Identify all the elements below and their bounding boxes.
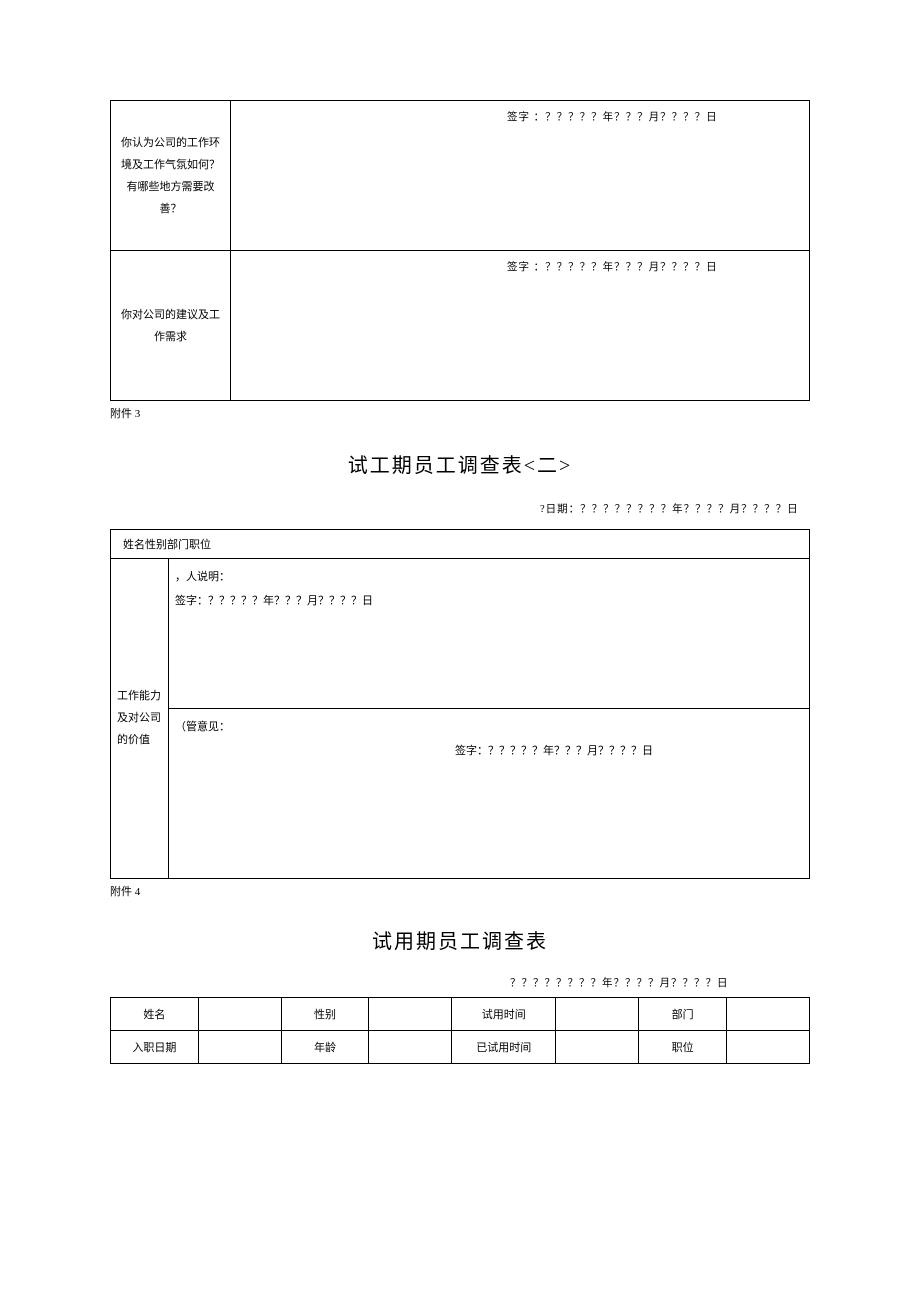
survey-3-date: ？？？？？？？？年？？？？月？？？？日 bbox=[510, 976, 790, 993]
attachment-3-label: 附件 3 bbox=[110, 405, 810, 421]
row1-signature: 签字 ：？？？？？年？？？月？？？？日 bbox=[237, 105, 803, 124]
t3-r1-v2 bbox=[556, 1030, 639, 1063]
survey-2-top-sig: 签字：？？？？？年？？？月？？？？日 bbox=[175, 589, 803, 613]
survey-2-top-text: ，人说明： bbox=[175, 565, 803, 589]
survey-2-bot-sig: 签字：？？？？？年？？？月？？？？日 bbox=[175, 739, 803, 763]
survey-3-info-table: 姓名 性别 试用时间 部门 入职日期 年龄 已试用时间 职位 bbox=[110, 997, 810, 1064]
t3-r0-v1 bbox=[369, 997, 452, 1030]
t3-r1-v1 bbox=[369, 1030, 452, 1063]
survey-2-title: 试工期员工调查表<二> bbox=[110, 449, 810, 478]
t3-r0-c2: 试用时间 bbox=[452, 997, 556, 1030]
row2-signature: 签字 ：？？？？？年？？？月？？？？日 bbox=[237, 255, 803, 274]
t3-r0-c3: 部门 bbox=[639, 997, 727, 1030]
row2-label: 你对公司的建议及工作需求 bbox=[111, 251, 231, 401]
survey-3-title: 试用期员工调查表 bbox=[110, 925, 810, 954]
t3-r0-v0 bbox=[198, 997, 281, 1030]
t3-r1-v0 bbox=[198, 1030, 281, 1063]
t3-r1-c1: 年龄 bbox=[281, 1030, 369, 1063]
survey-2-date: ?日期：？？？？？？？？年？？？？月？？？？日 bbox=[540, 502, 800, 519]
row1-content: 签字 ：？？？？？年？？？月？？？？日 bbox=[231, 101, 810, 251]
survey-2-left-label: 工作能力及对公司的价值 bbox=[111, 558, 169, 878]
t3-r0-v2 bbox=[556, 997, 639, 1030]
t3-r1-c0: 入职日期 bbox=[111, 1030, 199, 1063]
row1-label: 你认为公司的工作环境及工作气氛如何？有哪些地方需要改善？ bbox=[111, 101, 231, 251]
t3-r0-c0: 姓名 bbox=[111, 997, 199, 1030]
t3-r0-c1: 性别 bbox=[281, 997, 369, 1030]
work-environment-table: 你认为公司的工作环境及工作气氛如何？有哪些地方需要改善？ 签字 ：？？？？？年？… bbox=[110, 100, 810, 401]
survey-2-table: 姓名性别部门职位 工作能力及对公司的价值 ，人说明： 签字：？？？？？年？？？月… bbox=[110, 529, 810, 879]
survey-2-top-cell: ，人说明： 签字：？？？？？年？？？月？？？？日 bbox=[169, 558, 810, 708]
t3-r0-v3 bbox=[726, 997, 809, 1030]
row2-content: 签字 ：？？？？？年？？？月？？？？日 bbox=[231, 251, 810, 401]
survey-2-header: 姓名性别部门职位 bbox=[111, 529, 810, 558]
t3-r1-c3: 职位 bbox=[639, 1030, 727, 1063]
survey-2-bot-text: （管意见： bbox=[175, 715, 803, 739]
t3-r1-v3 bbox=[726, 1030, 809, 1063]
survey-2-bot-cell: （管意见： 签字：？？？？？年？？？月？？？？日 bbox=[169, 708, 810, 878]
attachment-4-label: 附件 4 bbox=[110, 883, 810, 899]
t3-r1-c2: 已试用时间 bbox=[452, 1030, 556, 1063]
